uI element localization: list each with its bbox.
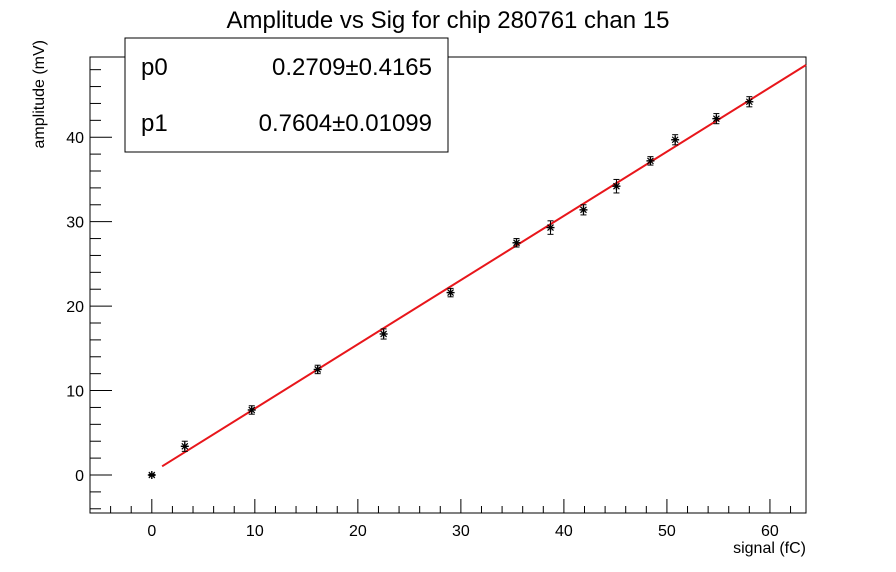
marker-d2 [671,136,679,144]
marker-d2 [380,330,388,338]
fit-line-group [161,64,807,468]
x-tick-label: 20 [349,523,367,540]
data-point [671,134,680,146]
marker-d2 [647,157,654,165]
stats-p0-name: p0 [141,54,168,81]
data-points-group [147,96,754,479]
stats-p1-value-line: 0.7604±0.01099 [259,110,432,137]
data-point [546,220,555,235]
data-point [446,287,455,298]
x-tick-label: 40 [555,523,573,540]
stats-box-frame [124,37,449,153]
x-axis-label: signal (fC) [733,540,806,557]
data-point [579,204,588,216]
x-tick-label: 50 [658,523,676,540]
stats-box: p0 0.2709±0.4165 p1 0.7604±0.01099 [124,37,449,153]
data-point [147,471,156,479]
data-point [646,156,655,166]
axes: 0 10 20 30 40 50 60 0 10 20 30 40 [66,56,807,540]
data-point [612,178,621,194]
data-point [512,238,521,248]
stats-p1-value: 0.7604 [259,110,332,137]
y-axis-label: amplitude (mV) [31,40,48,148]
stats-p1-name: p1 [141,110,168,137]
marker-d2 [248,406,256,414]
y-tick-label: 30 [66,215,84,232]
data-point [712,113,721,125]
stats-p0-value: 0.2709 [272,54,345,81]
marker-d2 [314,366,322,373]
y-tick-label: 40 [66,130,84,147]
data-point [745,96,754,108]
marker-d2 [547,224,554,232]
marker-d2 [613,182,620,190]
x-tick-label: 0 [147,523,156,540]
y-tick-label: 0 [75,468,84,485]
x-tick-label: 60 [761,523,779,540]
chart-title: Amplitude vs Sig for chip 280761 chan 15 [227,7,670,34]
stats-p0-value-line: 0.2709±0.4165 [272,54,432,81]
stats-p0-pm: ± [345,54,358,81]
marker-d2 [712,115,720,123]
x-tick-label: 10 [246,523,264,540]
marker-d2 [745,98,753,106]
data-point [180,440,189,452]
data-point [313,364,322,375]
data-point [379,328,388,340]
y-tick-label: 10 [66,384,84,401]
stats-p1-pm: ± [332,110,345,137]
marker-d2 [181,442,189,450]
x-tick-label: 30 [452,523,470,540]
stats-p1-error: 0.01099 [345,110,432,137]
marker-d2 [148,471,156,479]
marker-d2 [447,289,454,297]
stats-p0-error: 0.4165 [359,54,432,81]
fit-line [161,64,807,468]
y-tick-label: 20 [66,299,84,316]
marker-d2 [580,206,587,214]
data-point [247,405,256,415]
marker-d2 [513,239,520,247]
